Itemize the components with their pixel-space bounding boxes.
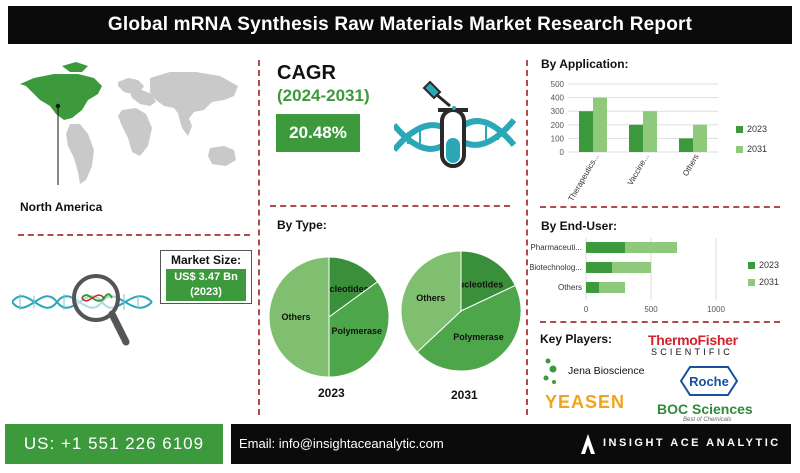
footer-contact-bar: Email: info@insightaceanalytic.com INSIG…: [231, 424, 791, 464]
enduser-bar-2023: [586, 262, 612, 273]
app-ytick-label: 300: [551, 107, 565, 116]
market-size-value: US$ 3.47 Bn: [174, 271, 238, 283]
pie-chart-2023: Nucleotides Polymerase Others: [268, 256, 390, 378]
enduser-category-label: Others: [558, 283, 582, 292]
enduser-legend-label: 2023: [759, 260, 779, 270]
app-bar-2031: [593, 97, 607, 152]
app-legend-swatch: [736, 146, 743, 153]
pie-label-polymerase: Polymerase: [332, 326, 383, 336]
app-legend-label: 2031: [747, 144, 767, 154]
by-application-label: By Application:: [541, 57, 629, 71]
app-bar-2023: [579, 111, 593, 152]
cagr-period: (2024-2031): [277, 86, 370, 105]
app-bar-2031: [693, 124, 707, 152]
separator-region: [18, 234, 250, 236]
footer-email: Email: info@insightaceanalytic.com: [239, 436, 444, 451]
separator-cagr: [270, 205, 510, 207]
enduser-xtick-label: 500: [644, 305, 658, 314]
page-title: Global mRNA Synthesis Raw Materials Mark…: [107, 14, 693, 35]
app-category-label: Vaccine...: [626, 153, 651, 187]
separator-enduser: [540, 321, 780, 323]
jena-bioscience-name: Jena Bioscience: [568, 365, 645, 377]
market-size-year: (2023): [190, 286, 222, 298]
pie-year-2031: 2031: [451, 388, 478, 402]
enduser-bar-2031: [625, 242, 677, 253]
market-size-card: Market Size: US$ 3.47 Bn (2023): [160, 250, 252, 304]
by-end-user-label: By End-User:: [541, 219, 618, 233]
enduser-bar-2031: [612, 262, 651, 273]
boc-sciences-tagline: Best of Chemicals: [683, 417, 732, 423]
thermofisher-logo: ThermoFisher: [648, 332, 738, 348]
pie-slice-others: [268, 256, 330, 378]
enduser-category-label: Pharmaceuti...: [530, 243, 582, 252]
app-category-label: Others: [681, 153, 701, 178]
cagr-title: CAGR: [277, 62, 336, 84]
boc-sciences-logo: BOC Sciences: [657, 401, 753, 417]
pie-label-others: Others: [416, 293, 445, 303]
pie-label-others: Others: [281, 312, 310, 322]
separator-application: [540, 206, 780, 208]
region-label: North America: [20, 200, 103, 214]
yeasen-logo: YEASEN: [545, 392, 626, 412]
app-legend-label: 2023: [747, 124, 767, 134]
app-ytick-label: 0: [560, 148, 565, 157]
title-bar: Global mRNA Synthesis Raw Materials Mark…: [8, 6, 792, 44]
pie-label-nucleotides: Nucleotides: [452, 280, 503, 290]
application-bar-chart: 0 100 200 300 400 500 Therapeutics... Vaccine..…: [551, 80, 767, 203]
app-bar-2023: [629, 124, 643, 152]
footer-phone-bar: US: +1 551 226 6109: [5, 424, 223, 464]
pie-slice-nucleotides: [328, 256, 379, 318]
pie-slice-nucleotides: [460, 250, 516, 312]
pie-slice-polymerase: [416, 284, 522, 372]
enduser-legend-label: 2031: [759, 277, 779, 287]
enduser-xtick-label: 0: [584, 305, 589, 314]
cagr-value: 20.48%: [289, 123, 347, 142]
pie-slice-others: [400, 250, 462, 353]
pie-label-nucleotides: Nucleotides: [318, 284, 369, 294]
pie-label-polymerase: Polymerase: [453, 332, 504, 342]
app-bar-2031: [643, 111, 657, 152]
enduser-bar-2023: [586, 242, 625, 253]
jena-dots-icon: [543, 358, 557, 384]
app-ytick-label: 200: [551, 121, 565, 130]
pie-year-2023: 2023: [318, 386, 345, 400]
world-map: [10, 60, 250, 185]
enduser-bar-2031: [599, 282, 625, 293]
cagr-value-box: 20.48%: [276, 114, 360, 152]
insight-ace-logo-icon: [581, 434, 595, 454]
roche-logo-text: Roche: [689, 374, 729, 389]
pie-slice-polymerase: [328, 281, 390, 378]
dna-magnifier-icon: [11, 262, 157, 354]
enduser-bar-2023: [586, 282, 599, 293]
separator-left: [258, 60, 260, 415]
dna-test-tube-icon: [391, 80, 517, 186]
roche-logo: Roche: [679, 366, 739, 396]
app-legend-swatch: [736, 126, 743, 133]
app-bar-2023: [679, 138, 693, 152]
footer-brand: INSIGHT ACE ANALYTIC: [603, 437, 781, 449]
enduser-xtick-label: 1000: [707, 305, 725, 314]
end-user-bar-chart: 0 500 1000 Pharmaceuti... Biotechnolog... Oth…: [530, 238, 779, 314]
pie-chart-2031: Nucleotides Polymerase Others: [400, 250, 522, 372]
market-size-title: Market Size:: [170, 253, 242, 267]
separator-right: [526, 60, 528, 415]
enduser-legend-swatch: [748, 279, 755, 286]
by-type-label: By Type:: [277, 218, 327, 232]
footer-phone: US: +1 551 226 6109: [23, 434, 205, 453]
app-ytick-label: 400: [551, 94, 565, 103]
enduser-category-label: Biotechnolog...: [530, 263, 582, 272]
app-ytick-label: 100: [551, 134, 565, 143]
app-ytick-label: 500: [551, 80, 565, 89]
key-players-label: Key Players:: [540, 332, 613, 346]
enduser-legend-swatch: [748, 262, 755, 269]
app-category-label: Therapeutics...: [566, 153, 600, 203]
jena-bioscience-logo: Jena Bioscience: [542, 356, 644, 386]
market-size-value-box: US$ 3.47 Bn (2023): [166, 269, 246, 301]
thermofisher-logo-sub: SCIENTIFIC: [651, 347, 734, 357]
